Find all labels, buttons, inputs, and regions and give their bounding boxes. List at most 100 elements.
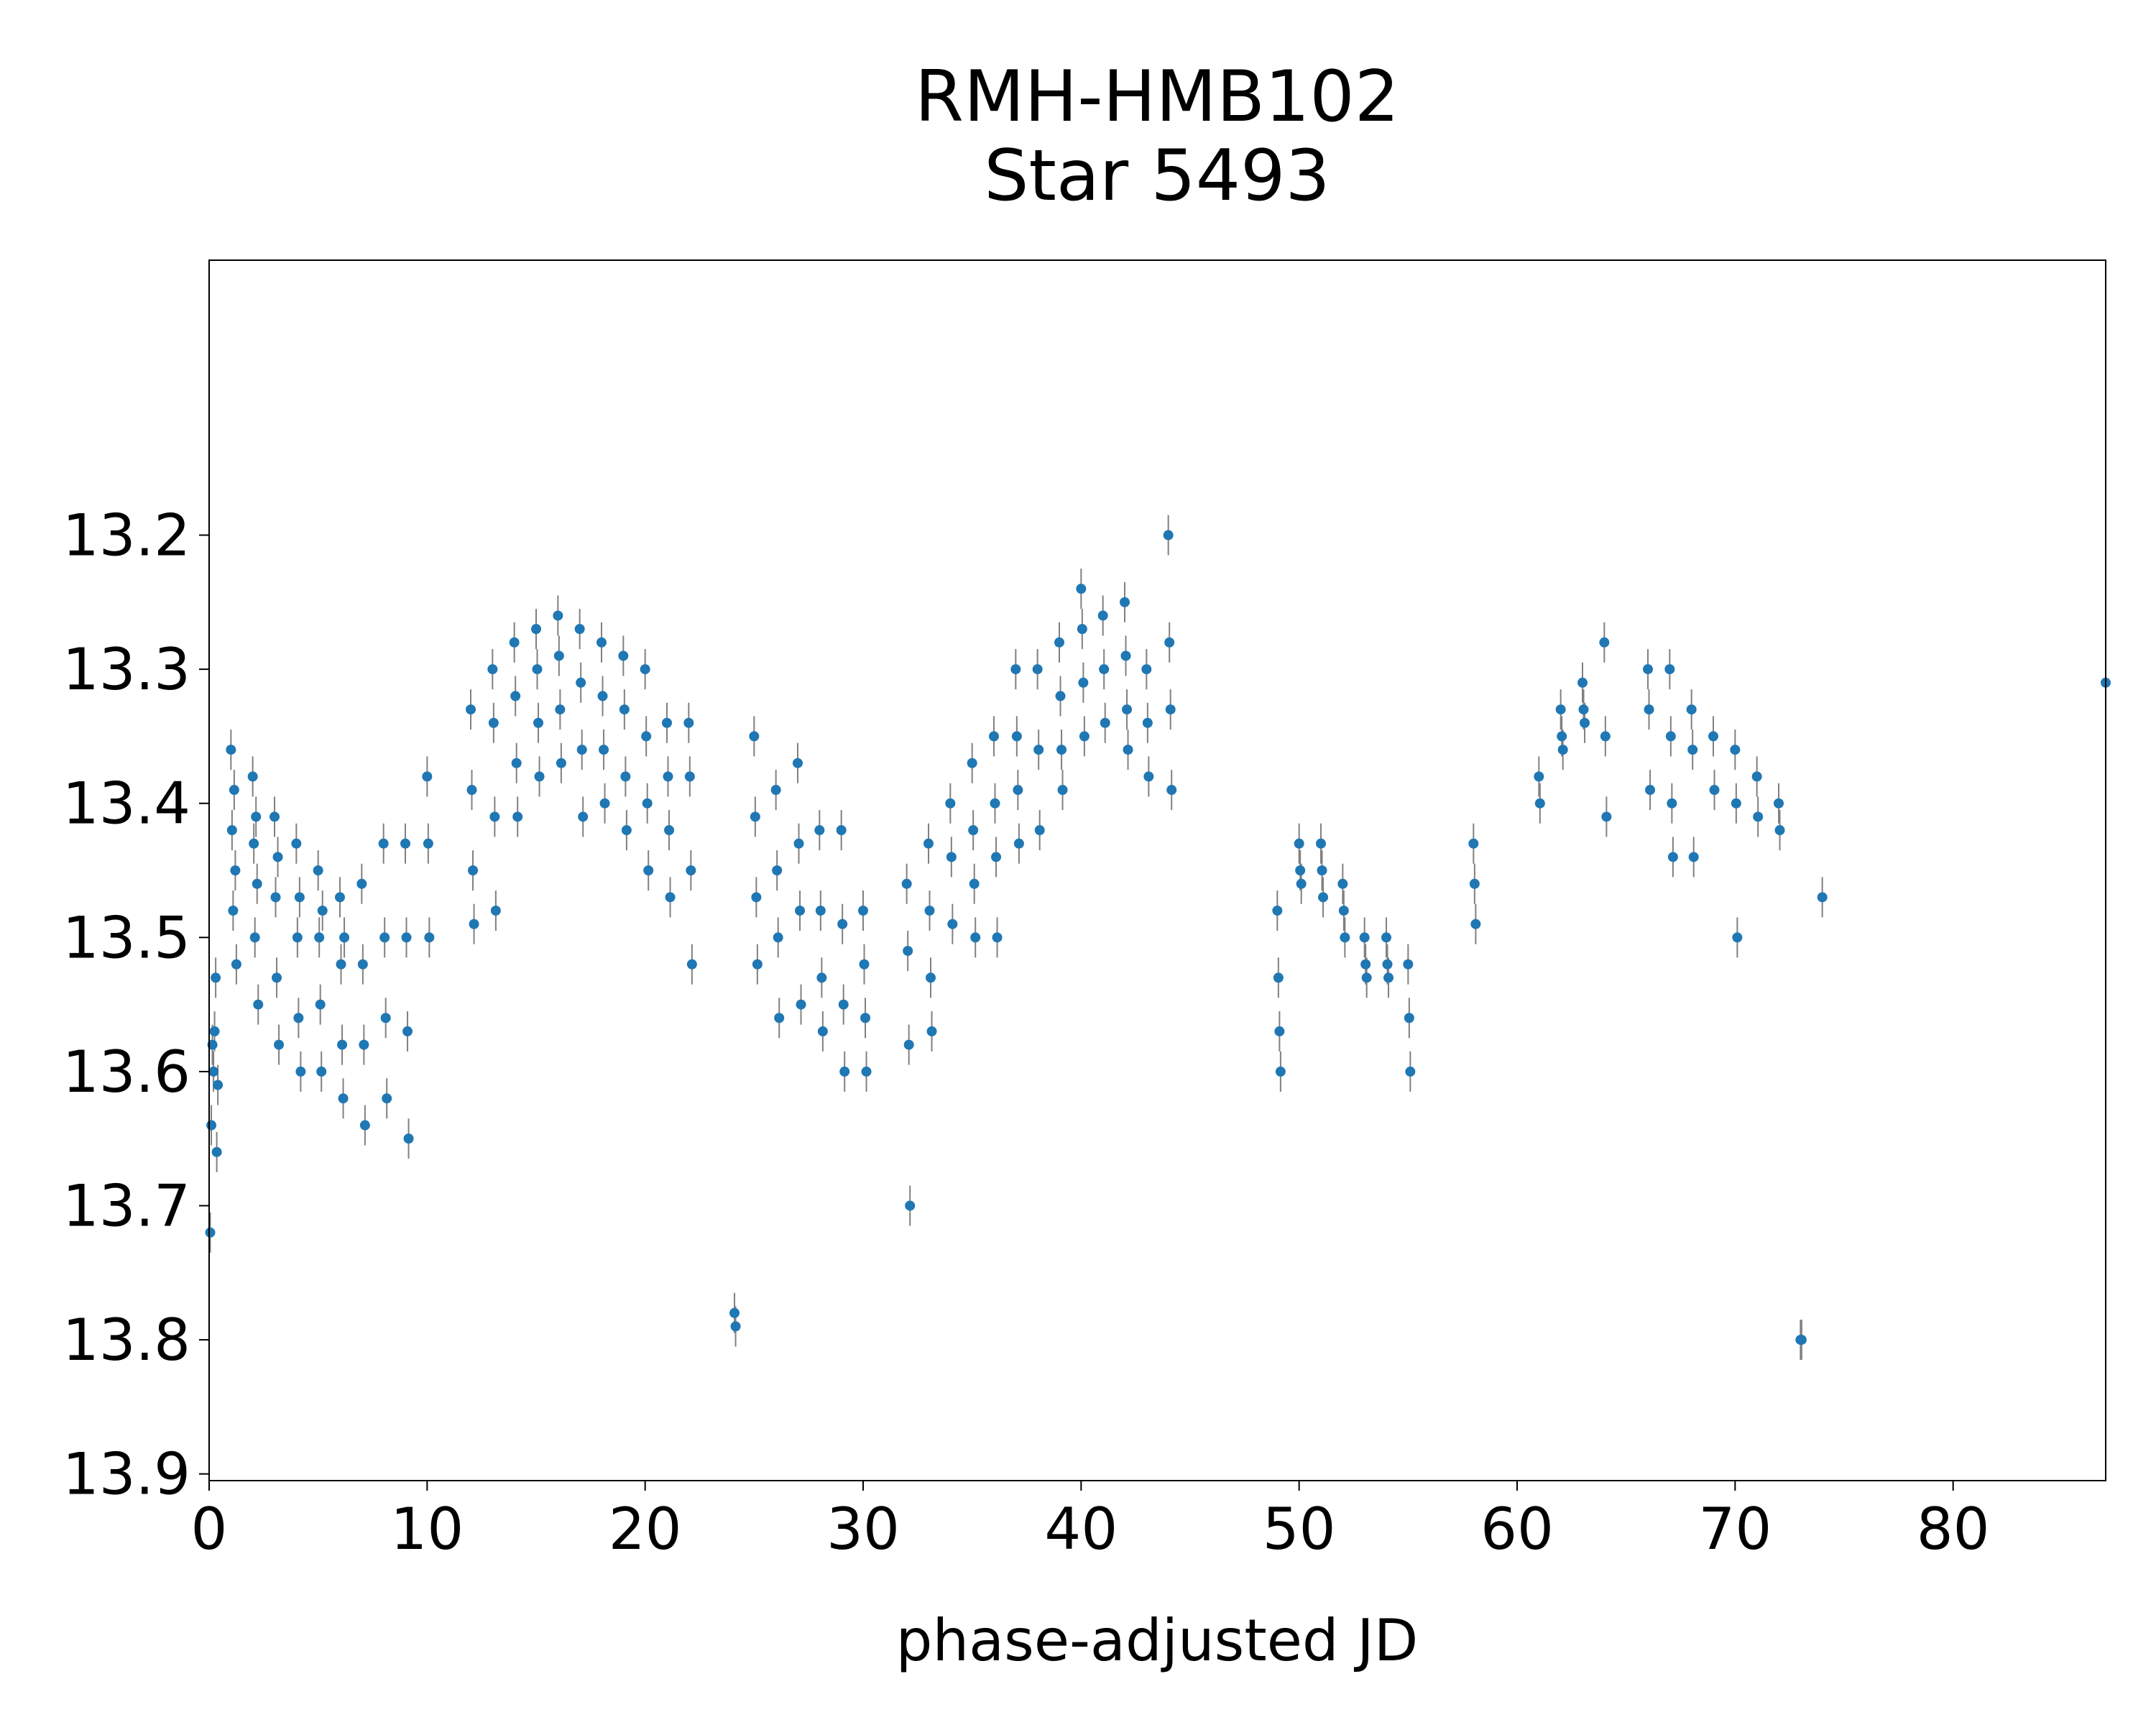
y-tick-label: 13.6 [63, 1039, 190, 1105]
y-tick-label: 13.4 [63, 770, 190, 837]
data-point [206, 1120, 217, 1131]
data-point [316, 1066, 327, 1077]
data-point [314, 932, 325, 943]
data-point [1272, 905, 1283, 916]
chart-title-line-1: RMH-HMB102 [915, 56, 1399, 138]
x-axis-label: phase-adjusted JD [896, 1607, 1419, 1674]
data-point [1123, 745, 1133, 755]
data-point [620, 771, 631, 782]
data-point [596, 637, 607, 648]
data-point [1013, 838, 1024, 849]
data-point [337, 1039, 348, 1050]
data-point [1643, 664, 1653, 675]
data-point [1382, 959, 1393, 970]
data-point [662, 717, 672, 728]
data-point [1534, 798, 1545, 809]
data-point [643, 865, 654, 875]
data-point [490, 905, 501, 916]
data-point [1577, 677, 1588, 688]
data-point [231, 959, 241, 970]
data-point [946, 852, 957, 862]
marker-layer [205, 530, 2111, 1346]
data-point [967, 758, 977, 768]
data-point [1122, 704, 1133, 715]
data-point [838, 999, 849, 1010]
data-point [903, 1039, 914, 1050]
x-tick-label: 20 [609, 1496, 682, 1563]
data-point [378, 838, 389, 849]
data-point [207, 1039, 218, 1050]
data-point [923, 838, 934, 849]
data-point [770, 785, 781, 796]
y-axis: 13.2 13.3 13.4 13.5 13.6 13.7 13.8 13.9 [63, 502, 209, 1508]
data-point [905, 1200, 916, 1211]
data-point [512, 811, 523, 822]
data-point [1774, 825, 1785, 836]
data-point [401, 932, 412, 943]
data-point [837, 919, 848, 929]
data-point [532, 664, 543, 675]
data-point [1010, 664, 1021, 675]
data-point [1143, 771, 1154, 782]
data-point [1753, 811, 1764, 822]
data-point [578, 811, 589, 822]
data-point [640, 664, 650, 675]
data-point [208, 1066, 219, 1077]
x-tick-label: 60 [1480, 1496, 1554, 1563]
data-point [422, 771, 433, 782]
data-point [642, 798, 653, 809]
data-point [211, 1146, 222, 1157]
data-point [1708, 731, 1718, 742]
data-point [1360, 959, 1371, 970]
data-point [597, 691, 608, 702]
data-point [251, 811, 262, 822]
data-point [272, 972, 282, 983]
data-point [1054, 637, 1064, 648]
data-point [574, 624, 585, 635]
data-point [230, 865, 241, 875]
data-point [1361, 972, 1372, 983]
data-point [488, 717, 499, 728]
data-point [749, 731, 760, 742]
data-point [1645, 785, 1656, 796]
data-point [990, 798, 1000, 809]
x-axis: 0 10 20 30 40 50 60 70 80 [191, 1481, 1990, 1563]
data-point [1294, 838, 1304, 849]
data-point [382, 1093, 392, 1104]
data-point [576, 677, 586, 688]
data-point [228, 905, 239, 916]
data-point [1163, 530, 1174, 540]
data-point [621, 825, 632, 836]
data-point [555, 704, 566, 715]
data-point [1317, 865, 1327, 875]
data-point [1100, 717, 1110, 728]
x-tick-label: 50 [1263, 1496, 1336, 1563]
data-point [489, 811, 500, 822]
data-point [380, 1013, 391, 1024]
data-point [249, 838, 259, 849]
data-point [793, 758, 803, 768]
y-tick-label: 13.9 [63, 1441, 190, 1508]
data-point [1056, 745, 1067, 755]
data-point [511, 758, 522, 768]
data-point [335, 892, 345, 903]
data-point [510, 691, 521, 702]
data-point [970, 932, 981, 943]
data-point [1667, 798, 1677, 809]
y-tick-label: 13.8 [63, 1307, 190, 1374]
data-point [317, 905, 328, 916]
data-point [211, 972, 221, 983]
data-point [270, 811, 280, 822]
data-point [1295, 865, 1306, 875]
data-point [1055, 691, 1066, 702]
data-point [924, 905, 935, 916]
data-point [1468, 838, 1479, 849]
data-point [774, 1013, 785, 1024]
data-point [249, 932, 260, 943]
data-point [294, 892, 305, 903]
data-point [403, 1133, 414, 1144]
data-point [992, 932, 1003, 943]
data-point [400, 838, 410, 849]
data-point [487, 664, 498, 675]
data-point [599, 798, 610, 809]
